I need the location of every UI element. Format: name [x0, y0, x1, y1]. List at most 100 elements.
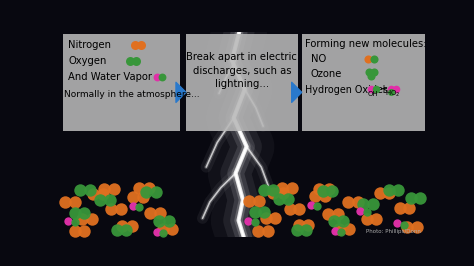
- Point: [139, 195, 147, 200]
- Point: [86, 188, 93, 192]
- Point: [392, 87, 400, 92]
- Point: [136, 205, 143, 209]
- Point: [159, 231, 167, 235]
- Point: [76, 188, 84, 192]
- Point: [100, 186, 108, 191]
- Point: [129, 203, 137, 208]
- Point: [325, 186, 332, 191]
- Point: [330, 219, 337, 223]
- Point: [64, 219, 72, 223]
- Point: [363, 210, 371, 214]
- Point: [106, 198, 114, 202]
- Point: [123, 228, 130, 232]
- Point: [71, 211, 79, 215]
- Point: [159, 227, 167, 231]
- Point: [99, 192, 106, 196]
- Point: [153, 75, 160, 79]
- Point: [127, 59, 134, 63]
- Point: [78, 217, 86, 221]
- Point: [314, 204, 321, 208]
- Point: [89, 192, 97, 196]
- Text: Forming new molecules:: Forming new molecules:: [305, 39, 427, 49]
- Point: [153, 230, 160, 234]
- Point: [321, 194, 328, 198]
- Point: [260, 210, 268, 214]
- Point: [269, 190, 277, 195]
- Point: [279, 190, 286, 195]
- Point: [387, 90, 394, 94]
- Text: Normally in the atmosphere...: Normally in the atmosphere...: [64, 90, 200, 99]
- Point: [156, 211, 164, 215]
- Point: [354, 200, 362, 204]
- Text: Hydrogen Oxides: Hydrogen Oxides: [305, 85, 388, 95]
- Point: [146, 211, 154, 215]
- Point: [311, 194, 319, 198]
- Point: [328, 189, 336, 193]
- Point: [356, 209, 364, 213]
- Point: [345, 227, 353, 231]
- Text: And Water Vapor: And Water Vapor: [68, 72, 153, 82]
- Point: [407, 196, 415, 200]
- Text: Nitrogen: Nitrogen: [68, 40, 111, 50]
- Point: [339, 219, 347, 223]
- FancyBboxPatch shape: [63, 34, 181, 131]
- Point: [385, 188, 392, 192]
- Point: [400, 223, 408, 227]
- Point: [71, 200, 79, 204]
- Point: [337, 230, 345, 234]
- Point: [97, 198, 104, 202]
- Point: [324, 211, 332, 216]
- Point: [371, 70, 378, 74]
- Point: [128, 224, 136, 228]
- Point: [393, 221, 401, 226]
- Point: [406, 206, 413, 210]
- Point: [165, 219, 173, 223]
- Point: [133, 59, 140, 63]
- Text: Ozone: Ozone: [311, 69, 342, 79]
- Point: [364, 57, 372, 61]
- Point: [255, 228, 262, 233]
- Point: [295, 207, 303, 211]
- Point: [331, 229, 338, 233]
- Text: Photo: Phillips/Donn: Photo: Phillips/Donn: [366, 229, 421, 234]
- Point: [143, 190, 150, 194]
- Point: [403, 225, 411, 229]
- Text: Oxygen: Oxygen: [68, 56, 107, 66]
- Point: [145, 185, 152, 190]
- Text: HO$_2$: HO$_2$: [385, 89, 401, 99]
- Point: [264, 228, 272, 233]
- Point: [336, 227, 343, 231]
- Point: [413, 225, 420, 229]
- Point: [117, 206, 125, 211]
- Point: [130, 195, 137, 200]
- Point: [293, 227, 301, 232]
- Point: [417, 196, 424, 200]
- Point: [245, 219, 252, 223]
- Point: [62, 200, 69, 204]
- Point: [307, 203, 315, 207]
- Text: OH: OH: [368, 92, 378, 97]
- Point: [169, 227, 176, 231]
- Point: [260, 188, 268, 192]
- Point: [315, 186, 323, 191]
- Point: [272, 216, 279, 220]
- Text: Break apart in electric
discharges, such as
lightning...: Break apart in electric discharges, such…: [186, 52, 297, 89]
- Point: [394, 188, 402, 192]
- Point: [288, 186, 296, 190]
- Point: [108, 206, 115, 211]
- Point: [278, 186, 286, 190]
- Point: [367, 87, 374, 92]
- Point: [295, 223, 302, 228]
- Point: [81, 211, 88, 215]
- Point: [363, 217, 371, 221]
- Point: [284, 197, 292, 201]
- Point: [365, 70, 373, 74]
- Text: +: +: [379, 84, 387, 94]
- Point: [359, 202, 367, 207]
- Point: [270, 188, 277, 192]
- Point: [345, 200, 352, 204]
- Point: [369, 202, 376, 207]
- Point: [71, 229, 79, 233]
- Point: [262, 216, 270, 220]
- Point: [304, 223, 312, 228]
